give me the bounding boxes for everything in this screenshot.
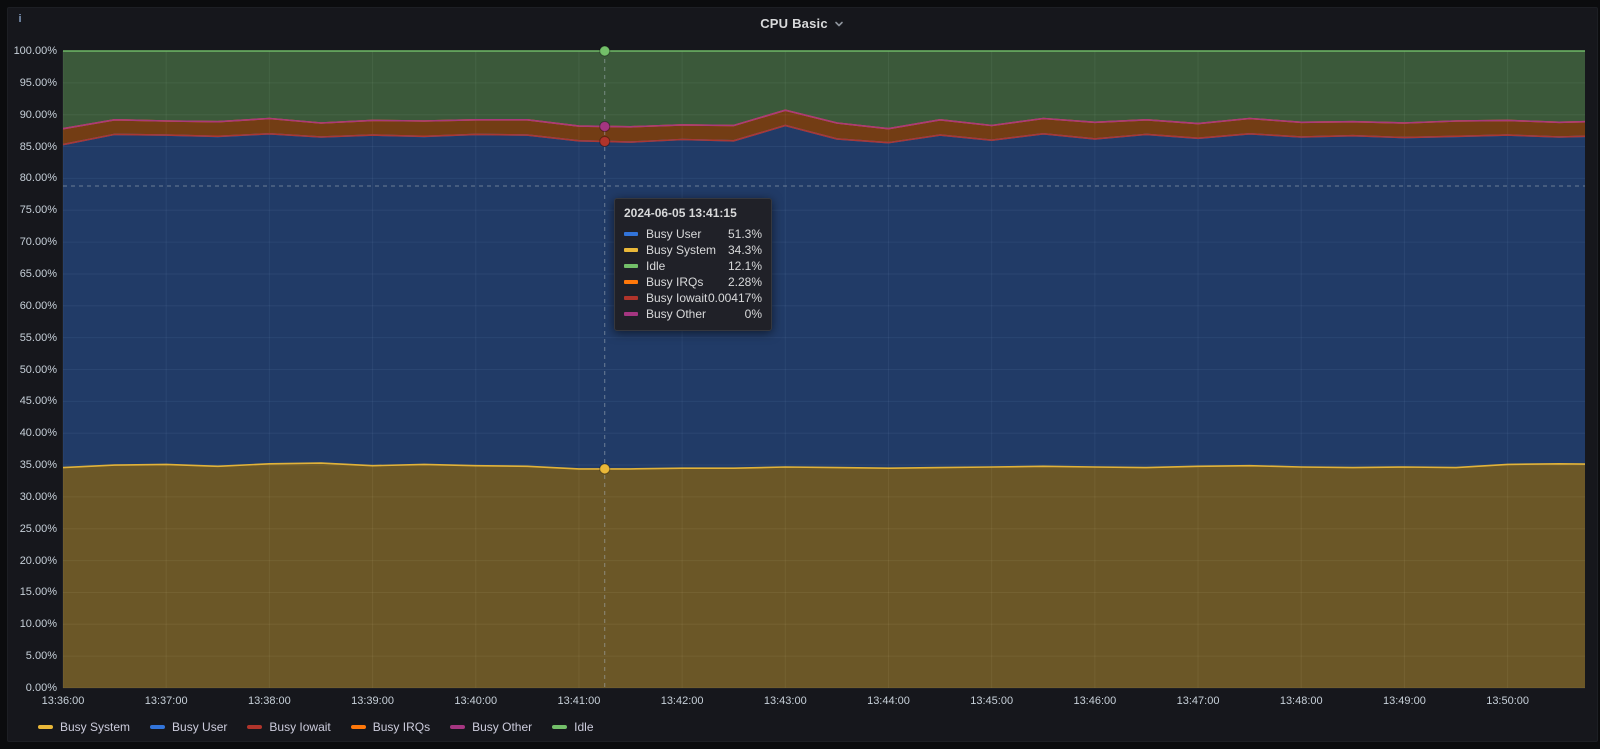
tooltip-series-name: Busy Iowait [646,291,708,305]
y-axis-label: 10.00% [19,618,57,631]
tooltip-row-busy-system: Busy System 34.3% [624,242,762,258]
tooltip-series-name: Busy User [646,227,702,241]
y-axis-label: 75.00% [19,204,57,217]
y-axis-label: 20.00% [19,554,57,567]
y-axis-label: 65.00% [19,267,57,280]
tooltip-series-value: 12.1% [727,259,762,273]
info-icon[interactable]: i [18,13,22,25]
x-axis-label: 13:47:00 [1176,695,1220,707]
x-axis-label: 13:50:00 [1486,695,1530,707]
x-axis-label: 13:45:00 [970,695,1014,707]
x-axis-label: 13:37:00 [144,695,188,707]
tooltip-row-busy-user: Busy User 51.3% [624,226,762,242]
area-busy-user [63,125,1585,469]
chart-tooltip: 2024-06-05 13:41:15 Busy User 51.3% Busy S… [614,198,772,331]
y-axis-label: 100.00% [13,45,57,57]
tooltip-series-name: Busy IRQs [646,275,704,289]
legend-label: Busy IRQs [372,720,431,734]
y-axis-label: 35.00% [19,459,57,472]
tooltip-row-idle: Idle 12.1% [624,258,762,274]
line-busy-system [63,462,1585,470]
x-axis-label: 13:40:00 [454,695,498,707]
legend-item-busy-user[interactable]: Busy User [150,720,227,734]
tooltip-row-busy-irqs: Busy IRQs 2.28% [624,274,762,290]
legend-item-busy-system[interactable]: Busy System [38,720,130,734]
y-axis-label: 45.00% [19,395,57,408]
x-axis-label: 13:49:00 [1383,695,1426,707]
x-axis-label: 13:42:00 [660,695,704,707]
legend-item-busy-irqs[interactable]: Busy IRQs [350,720,431,734]
x-axis-label: 13:38:00 [247,695,291,707]
legend-label: Busy Other [472,720,533,734]
legend-item-busy-iowait[interactable]: Busy Iowait [247,720,331,734]
tooltip-series-value: 51.3% [727,227,762,241]
tooltip-series-swatch [624,248,638,252]
x-axis-label: 13:43:00 [763,695,807,707]
y-axis-label: 80.00% [19,172,57,185]
y-axis-label: 25.00% [19,522,57,535]
legend-label: Idle [574,720,594,734]
tooltip-series-swatch [624,296,638,300]
legend-swatch [350,725,366,729]
tooltip-series-value: 0% [744,307,762,321]
crosshair-dot-busy-system [599,463,611,475]
line-busy-other [63,109,1585,130]
tooltip-series-swatch [624,280,638,284]
y-axis-label: 95.00% [19,76,57,89]
legend-label: Busy Iowait [269,720,331,734]
y-axis-label: 85.00% [19,140,57,153]
y-axis-label: 5.00% [25,650,57,663]
tooltip-series-value: 2.28% [727,275,762,289]
legend-label: Busy User [172,720,228,734]
chevron-down-icon [833,18,845,30]
crosshair-dot-idle [599,45,611,57]
legend-item-idle[interactable]: Idle [552,720,594,734]
legend-swatch [247,725,263,729]
y-axis-label: 15.00% [19,586,57,599]
legend-swatch [552,725,568,729]
tooltip-series-name: Busy Other [646,307,707,321]
legend-swatch [450,725,466,729]
tooltip-timestamp: 2024-06-05 13:41:15 [624,206,737,220]
legend-item-busy-other[interactable]: Busy Other [450,720,532,734]
x-axis-label: 13:44:00 [867,695,910,707]
tooltip-series-swatch [624,232,638,236]
area-idle [63,51,1585,129]
y-axis-label: 50.00% [19,363,57,376]
x-axis-label: 13:39:00 [351,695,394,707]
y-axis-label: 55.00% [19,331,57,344]
crosshair-dot-busy-iowait [599,135,611,147]
y-axis-label: 0.00% [25,682,57,694]
crosshair-dot-busy-other [599,120,611,132]
grid-lines [62,50,1585,689]
tooltip-series-name: Idle [646,259,666,273]
legend-swatch [150,725,166,729]
tooltip-row-busy-other: Busy Other 0% [624,306,762,322]
crosshair [63,45,1585,688]
x-axis-label: 13:46:00 [1073,695,1117,707]
tooltip-series-value: 0.00417% [707,291,762,305]
y-axis-label: 70.00% [19,236,57,249]
y-axis-label: 30.00% [19,490,57,503]
panel-header[interactable]: CPU Basic [8,8,1597,39]
line-busy-iowait [63,124,1585,146]
x-axis-label: 13:48:00 [1279,695,1323,707]
y-axis-label: 60.00% [19,299,57,312]
y-axis-label: 90.00% [19,108,57,121]
panel-title[interactable]: CPU Basic [760,16,828,31]
y-axis-label: 40.00% [19,427,57,440]
tooltip-row-busy-iowait: Busy Iowait 0.00417% [624,290,762,306]
area-busy-system [63,463,1585,688]
chart-legend: Busy System Busy User Busy Iowait Busy IRQs… [38,716,594,738]
tooltip-series-value: 34.3% [727,243,762,257]
tooltip-series-swatch [624,264,638,268]
area-busy-irqs [63,110,1585,145]
x-axis-label: 13:36:00 [41,695,85,707]
legend-swatch [38,725,53,729]
x-axis-label: 13:41:00 [557,695,601,707]
tooltip-series-name: Busy System [646,243,717,257]
tooltip-series-swatch [624,312,638,316]
legend-label: Busy System [60,720,131,734]
